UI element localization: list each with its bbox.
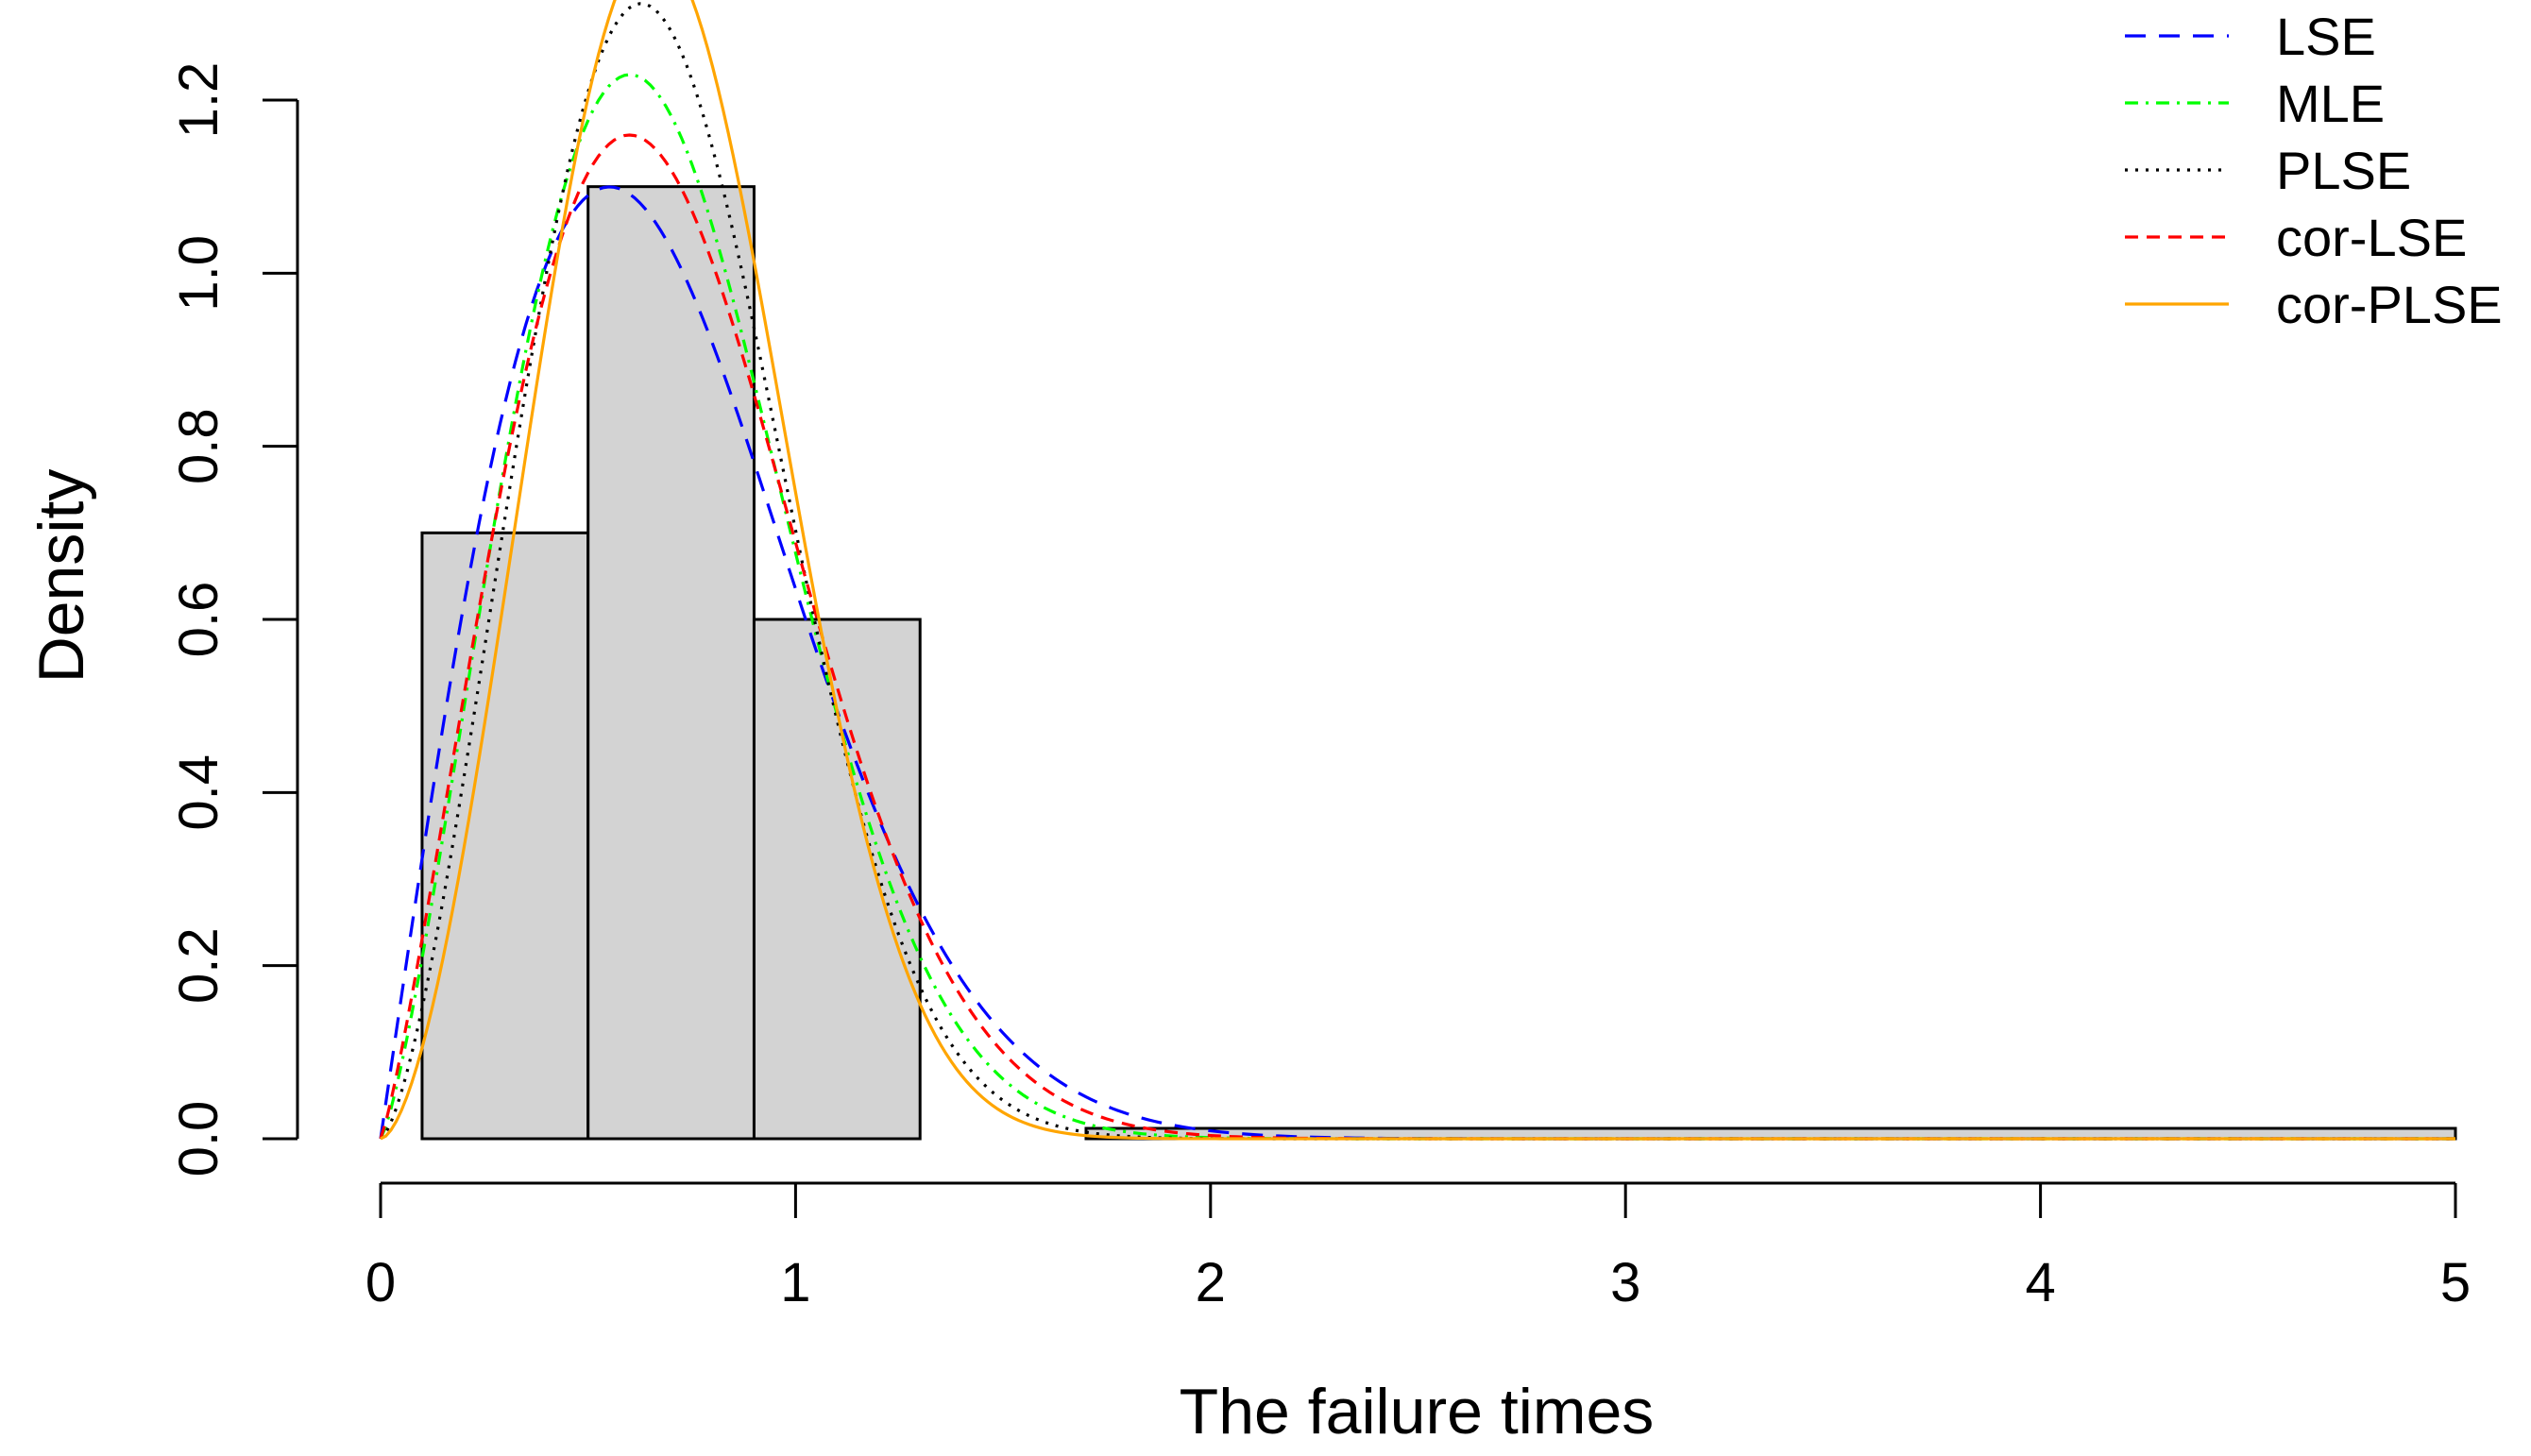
legend-label: MLE (2276, 74, 2385, 133)
density-curve-cor-plse (380, 0, 2455, 1141)
legend: LSE MLE PLSE cor-LSE cor-PLSE (2125, 7, 2503, 334)
x-axis-title: The failure times (1180, 1376, 1655, 1448)
legend-label: cor-LSE (2276, 208, 2467, 267)
x-tick-label: 5 (2440, 1252, 2471, 1313)
histogram-bar (420, 531, 590, 1141)
y-axis-ticks: 0.0 0.2 0.4 0.6 0.8 1.0 1.2 (168, 62, 297, 1177)
x-tick-label: 3 (1610, 1252, 1640, 1313)
histogram-bars (420, 185, 2457, 1141)
legend-label: LSE (2276, 7, 2376, 66)
y-tick-label: 1.0 (168, 235, 229, 312)
x-tick-label: 4 (2025, 1252, 2055, 1313)
x-tick-label: 1 (780, 1252, 810, 1313)
y-tick-label: 1.2 (168, 62, 229, 139)
legend-label: PLSE (2276, 141, 2411, 200)
y-tick-label: 0.4 (168, 754, 229, 831)
y-tick-label: 0.8 (168, 408, 229, 484)
density-curves (379, 0, 2455, 1141)
y-tick-label: 0.2 (168, 927, 229, 1004)
legend-label: cor-PLSE (2276, 275, 2503, 334)
histogram-bar (586, 185, 756, 1141)
x-axis-ticks: 0 1 2 3 4 5 (365, 1183, 2471, 1313)
histogram-bar (752, 618, 922, 1141)
y-tick-label: 0.0 (168, 1101, 229, 1177)
x-tick-label: 0 (365, 1252, 396, 1313)
y-axis-title: Density (25, 469, 97, 684)
x-tick-label: 2 (1196, 1252, 1226, 1313)
y-tick-label: 0.6 (168, 582, 229, 658)
